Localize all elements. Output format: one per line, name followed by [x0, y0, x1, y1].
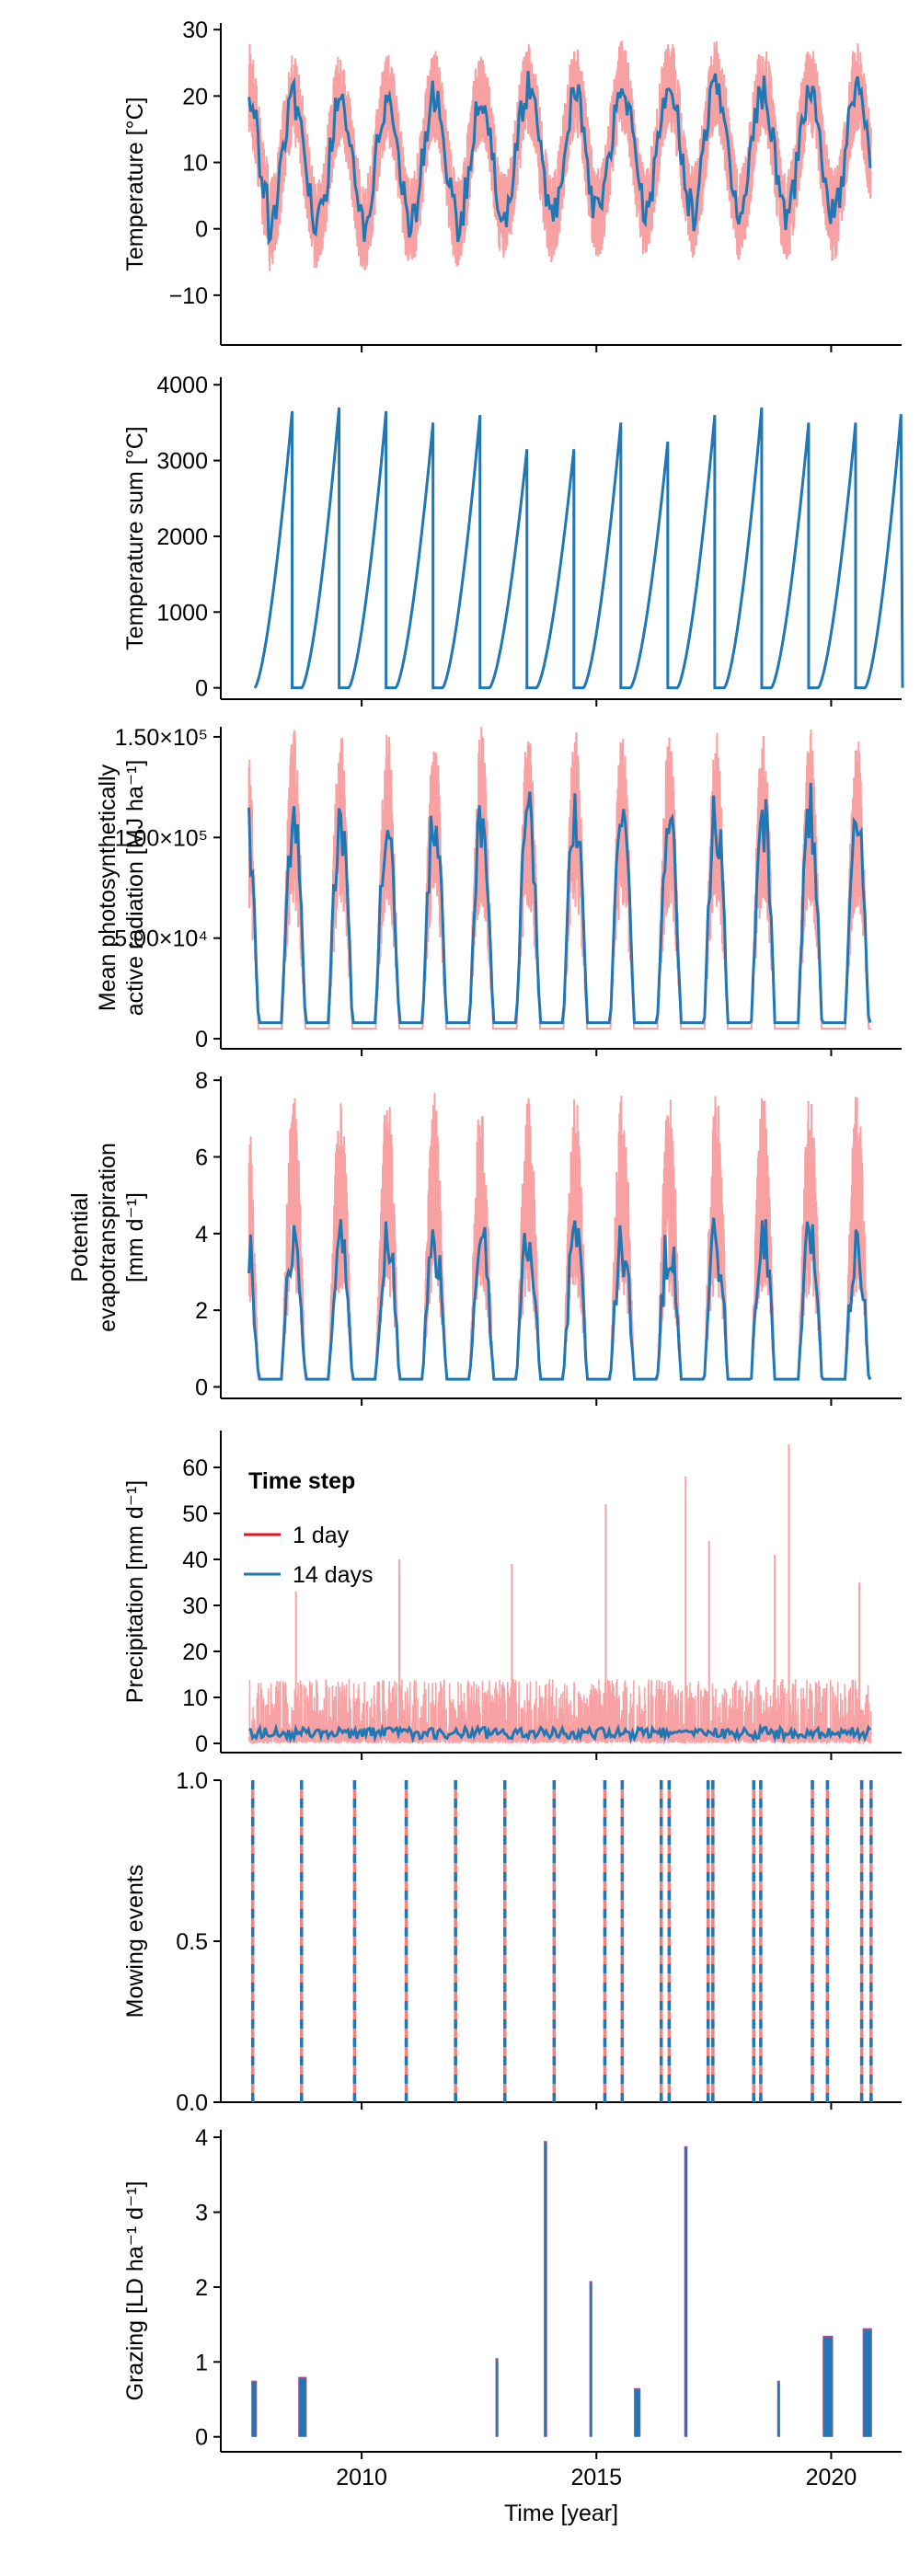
series-14-days: [248, 1722, 872, 1744]
legend-label: 1 day: [293, 1523, 350, 1548]
y-tick-label: 0: [195, 2425, 208, 2451]
panel-precipitation: 0 10 20 30 40 50 60 Precipitation [mm d⁻¹] Time …: [122, 1431, 902, 1760]
y-tick-label: 10: [182, 151, 208, 177]
y-tick-label: 2: [195, 2275, 208, 2301]
series-1-day: [247, 40, 872, 271]
series-14-days: [247, 1217, 872, 1381]
panel-pet: 0 2 4 6 8 Potentialevapotranspiration[mm d⁻¹]: [67, 1068, 902, 1406]
x-axis-label: Time [year]: [504, 2501, 618, 2526]
y-tick-label: 0.0: [176, 2090, 208, 2116]
series-14-days: [247, 783, 872, 1025]
y-tick-label: 0: [195, 1375, 208, 1401]
y-tick-label: 1.0: [176, 1768, 208, 1794]
y-axis-label: Mean photosyntheticallyactive radiation …: [95, 760, 148, 1017]
grazing-bar-biweekly: [590, 2283, 592, 2437]
legend: Time step 1 day 14 days: [244, 1468, 374, 1588]
series-14-days: [253, 407, 904, 690]
y-tick-label: 5.00×10⁴: [114, 926, 208, 952]
x-tick-label: 2010: [336, 2465, 387, 2490]
y-tick-label: −10: [169, 283, 208, 309]
series-14-days: [247, 70, 872, 247]
x-tick-label: 2020: [806, 2465, 857, 2490]
y-tick-label: 1: [195, 2350, 208, 2375]
y-tick-label: 1.50×10⁵: [115, 725, 208, 751]
y-tick-label: 30: [182, 17, 208, 43]
y-tick-label: 2000: [156, 524, 208, 550]
y-tick-label: 20: [182, 84, 208, 109]
y-tick-label: 1.00×10⁵: [115, 825, 208, 851]
y-tick-label: 20: [182, 1639, 208, 1665]
legend-title: Time step: [248, 1468, 355, 1494]
series-1-day: [247, 727, 871, 1030]
y-axis-label: Temperature sum [°C]: [122, 426, 148, 650]
y-axis-label: Grazing [LD ha⁻¹ d⁻¹]: [122, 2181, 148, 2401]
y-axis-label: Potentialevapotranspiration[mm d⁻¹]: [67, 1143, 148, 1332]
grazing-bar-biweekly: [299, 2378, 306, 2437]
series-1-day: [247, 1679, 872, 1746]
y-tick-label: 4000: [156, 373, 208, 398]
y-tick-label: 40: [182, 1547, 208, 1573]
y-tick-label: 0.5: [176, 1929, 208, 1955]
y-tick-label: 3: [195, 2201, 208, 2226]
y-tick-label: 4: [195, 1222, 208, 1248]
y-tick-label: 4: [195, 2125, 208, 2151]
y-axis-label: Temperature [°C]: [122, 97, 148, 270]
grazing-bar-biweekly: [684, 2147, 687, 2437]
grazing-bar-biweekly: [777, 2382, 780, 2437]
grazing-bar-biweekly: [863, 2329, 871, 2437]
panel-temperature_sum: 0 1000 2000 3000 4000 Temperature sum [°C]: [122, 373, 904, 707]
y-tick-label: 0: [195, 676, 208, 702]
y-tick-label: 0: [195, 1731, 208, 1757]
y-tick-label: 50: [182, 1501, 208, 1527]
y-tick-label: 3000: [156, 449, 208, 475]
y-tick-label: 1000: [156, 600, 208, 626]
panel-grazing: 0 1 2 3 4 2010 2015 2020 Grazing [LD ha⁻¹ d⁻¹] Ti…: [122, 2125, 902, 2526]
y-tick-label: 0: [195, 1027, 208, 1052]
panel-par: 0 5.00×10⁴ 1.00×10⁵ 1.50×10⁵ Mean photosynth…: [95, 725, 902, 1056]
y-tick-label: 8: [195, 1068, 208, 1094]
y-axis-label: Mowing events: [122, 1865, 148, 2018]
panel-mowing: 0.0 0.5 1.0 Mowing events: [122, 1768, 902, 2116]
grazing-bar-biweekly: [635, 2389, 640, 2437]
y-tick-label: 2: [195, 1298, 208, 1324]
y-axis-label: Precipitation [mm d⁻¹]: [122, 1480, 148, 1703]
y-tick-label: 30: [182, 1593, 208, 1619]
grazing-bar-biweekly: [545, 2143, 547, 2437]
y-tick-label: 6: [195, 1145, 208, 1171]
panel-temperature: −10 0 10 20 30 Temperature [°C]: [122, 17, 902, 352]
grazing-bar-biweekly: [496, 2360, 499, 2437]
grazing-bar-biweekly: [252, 2382, 257, 2437]
grazing-bar-biweekly: [823, 2337, 833, 2437]
y-tick-label: 60: [182, 1455, 208, 1481]
legend-label: 14 days: [293, 1562, 374, 1588]
x-tick-label: 2015: [570, 2465, 622, 2490]
y-tick-label: 0: [195, 217, 208, 243]
y-tick-label: 10: [182, 1685, 208, 1711]
